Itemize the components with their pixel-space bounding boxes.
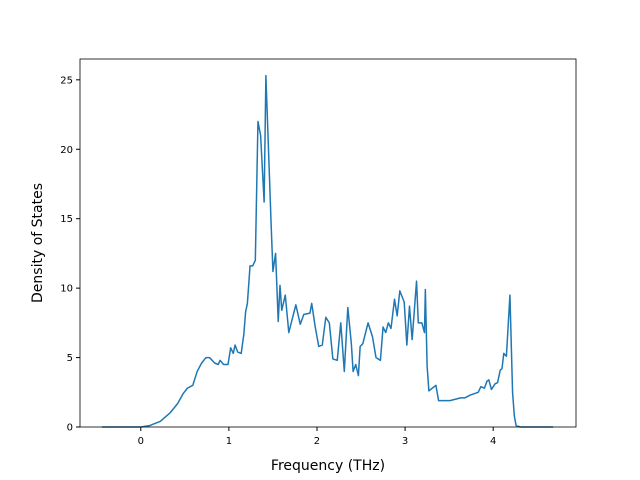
y-tick-label: 25: [60, 75, 73, 86]
x-tick-label: 4: [490, 436, 496, 447]
y-axis-label: Density of States: [30, 183, 46, 303]
x-tick-label: 1: [226, 436, 232, 447]
line: [102, 74, 554, 428]
x-tick-label: 3: [402, 436, 408, 447]
x-tick-label: 0: [138, 436, 144, 447]
x-tick-label: 2: [314, 436, 320, 447]
y-tick-label: 15: [60, 214, 73, 225]
x-axis-label: Frequency (THz): [271, 458, 385, 474]
plot-frame: [79, 58, 577, 428]
y-tick-label: 20: [60, 145, 73, 156]
y-tick-label: 0: [67, 423, 73, 434]
y-tick-label: 10: [60, 284, 73, 295]
y-tick-label: 5: [67, 353, 73, 364]
